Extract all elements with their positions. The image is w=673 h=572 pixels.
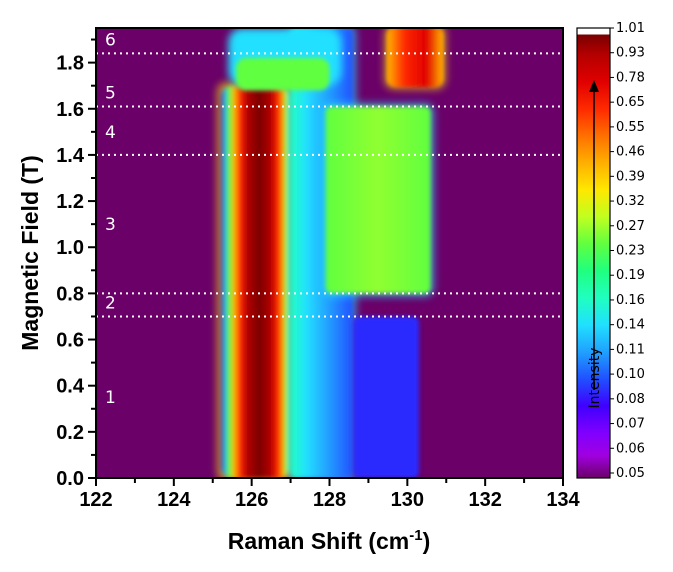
colorbar-title: Intensity — [587, 348, 603, 409]
heatmap-field — [216, 28, 447, 478]
colorbar-tick-label: 0.16 — [616, 293, 645, 308]
y-axis-ticks: 0.0 0.2 0.4 0.6 0.8 1.0 1.2 1.4 1.6 1.8 — [56, 38, 96, 490]
y-tick-label: 0.2 — [56, 422, 84, 444]
y-tick-label: 1.2 — [56, 191, 84, 213]
y-tick-label: 0.0 — [56, 468, 84, 490]
heatmap-band — [325, 106, 431, 294]
colorbar-tick-label: 0.46 — [616, 145, 645, 160]
x-axis-title: Raman Shift (cm-1) — [228, 527, 431, 554]
colorbar-tick-label: 0.23 — [616, 244, 645, 259]
y-tick-label: 1.0 — [56, 237, 84, 259]
colorbar-tick-label: 0.19 — [616, 268, 645, 283]
x-tick-label: 134 — [546, 489, 580, 511]
colorbar-tick-label: 0.10 — [616, 367, 645, 382]
colorbar-tick-label: 0.65 — [616, 95, 645, 110]
colorbar-tick-label: 0.27 — [616, 219, 645, 234]
colorbar-ticks: 1.01 0.93 0.78 0.65 0.55 0.46 0.39 0.32 0.27 0.23… — [610, 21, 645, 481]
colorbar-tick-label: 0.08 — [616, 392, 645, 407]
colorbar-tick-label: 0.55 — [616, 120, 645, 135]
x-tick-label: 126 — [235, 489, 268, 511]
heatmap-band-cap-core — [236, 58, 330, 91]
heatmap-band — [352, 316, 420, 478]
region-label: 4 — [105, 123, 116, 143]
colorbar-arrowhead — [589, 80, 599, 92]
y-tick-label: 0.4 — [56, 376, 85, 398]
colorbar-tick-label: 0.32 — [616, 194, 645, 209]
x-tick-label: 122 — [79, 489, 112, 511]
region-label: 5 — [105, 84, 116, 104]
x-tick-label: 132 — [468, 489, 501, 511]
region-label: 6 — [105, 31, 116, 51]
colorbar-tick-label: 0.07 — [616, 417, 645, 432]
y-tick-label: 0.8 — [56, 283, 84, 305]
y-tick-label: 0.6 — [56, 330, 84, 352]
colorbar-tick-label: 0.06 — [616, 441, 645, 456]
heatmap-band — [220, 85, 291, 478]
x-tick-label: 130 — [391, 489, 424, 511]
colorbar-tick-label: 0.39 — [616, 169, 645, 184]
colorbar-tick-label: 0.05 — [616, 466, 645, 481]
region-label: 2 — [105, 294, 116, 314]
y-tick-label: 1.6 — [56, 99, 84, 121]
region-labels: 1 2 3 4 5 6 — [105, 31, 116, 409]
colorbar-tick-label: 0.11 — [616, 342, 645, 357]
heatmap-peak — [387, 28, 443, 86]
colorbar-tick-label: 0.78 — [616, 70, 645, 85]
y-tick-label: 1.4 — [56, 145, 85, 167]
y-tick-label: 1.8 — [56, 53, 84, 75]
x-axis-ticks: 122 124 126 128 130 132 134 — [79, 478, 581, 511]
colorbar-tick-label: 1.01 — [616, 21, 645, 36]
x-tick-label: 124 — [157, 489, 191, 511]
colorbar-tick-label: 0.93 — [616, 46, 645, 61]
colorbar-tick-label: 0.14 — [616, 318, 645, 333]
region-label: 3 — [105, 215, 116, 235]
y-axis-title: Magnetic Field (T) — [17, 155, 43, 351]
region-label: 1 — [105, 388, 116, 408]
x-tick-label: 128 — [313, 489, 346, 511]
